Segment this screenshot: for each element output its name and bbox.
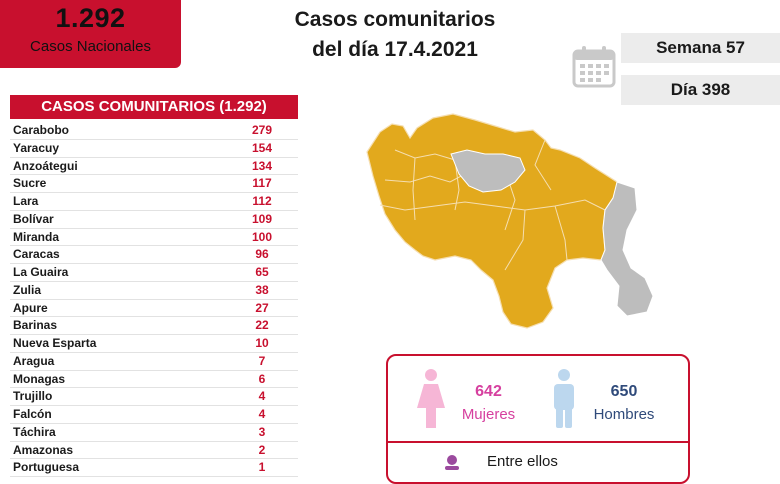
- state-name: Bolívar: [13, 211, 54, 226]
- state-cases: 6: [258, 371, 266, 386]
- gender-divider: [388, 441, 688, 443]
- national-cases-box: [0, 0, 181, 68]
- state-name: Falcón: [13, 407, 52, 421]
- table-row: Aragua 7: [10, 353, 298, 371]
- table-row: Yaracuy 154: [10, 140, 298, 158]
- state-cases: 109: [251, 211, 273, 226]
- state-cases: 1: [258, 460, 266, 475]
- state-name: Carabobo: [13, 123, 70, 137]
- male-person-icon: [554, 369, 574, 428]
- state-cases: 3: [258, 424, 266, 439]
- week-badge: Semana 57: [621, 33, 780, 63]
- venezuela-map: [366, 113, 654, 329]
- state-name: Aragua: [13, 353, 55, 368]
- state-cases: 27: [255, 300, 269, 315]
- female-count: 642: [475, 383, 502, 400]
- state-cases: 38: [255, 282, 269, 297]
- state-name: Zulia: [13, 282, 42, 297]
- state-name: Apure: [13, 300, 48, 315]
- table-row: Amazonas 2: [10, 442, 298, 460]
- state-name: Trujillo: [13, 389, 53, 404]
- page-title: Casos comunitarios: [294, 8, 496, 31]
- calendar-icon: [572, 46, 616, 88]
- state-name: Anzoátegui: [13, 158, 78, 173]
- state-cases: 22: [255, 318, 269, 333]
- state-cases: 96: [255, 247, 269, 262]
- table-row: Apure 27: [10, 300, 298, 318]
- state-cases: 2: [258, 442, 266, 457]
- state-cases: 65: [255, 265, 269, 279]
- page-date: del día 17.4.2021: [312, 38, 478, 61]
- cases-table: Carabobo 279 Yaracuy 154 Anzoátegui 134 Sucre 1…: [10, 122, 298, 477]
- state-name: Barinas: [13, 318, 58, 333]
- day-badge: Día 398: [621, 75, 780, 105]
- state-name: Portuguesa: [13, 460, 80, 475]
- male-label: Hombres: [593, 406, 655, 423]
- table-row: Portuguesa 1: [10, 459, 298, 477]
- state-cases: 7: [258, 353, 266, 368]
- national-cases-label: Casos Nacionales: [30, 38, 151, 55]
- table-row: Monagas 6: [10, 371, 298, 389]
- state-cases: 279: [251, 123, 273, 137]
- state-cases: 112: [252, 194, 272, 208]
- state-cases: 10: [255, 336, 269, 350]
- state-name: Lara: [13, 194, 39, 208]
- table-row: Falcón 4: [10, 406, 298, 424]
- map-region-no-cases-east: [600, 181, 654, 317]
- state-name: Amazonas: [13, 442, 74, 457]
- table-row: Miranda 100: [10, 229, 298, 247]
- table-header: CASOS COMUNITARIOS (1.292): [10, 95, 298, 119]
- person-icon: [445, 455, 459, 470]
- state-cases: 134: [251, 158, 273, 173]
- table-row: Nueva Esparta 10: [10, 335, 298, 353]
- table-row: Barinas 22: [10, 317, 298, 335]
- male-count: 650: [610, 383, 638, 400]
- table-row: Táchira 3: [10, 424, 298, 442]
- state-name: Yaracuy: [13, 140, 60, 155]
- table-row: La Guaira 65: [10, 264, 298, 282]
- table-row: Zulia 38: [10, 282, 298, 300]
- state-name: Miranda: [13, 229, 60, 244]
- state-name: Táchira: [13, 424, 56, 439]
- among-them-label: Entre ellos: [487, 453, 558, 470]
- table-row: Carabobo 279: [10, 122, 298, 140]
- state-name: La Guaira: [13, 265, 69, 279]
- table-row: Anzoátegui 134: [10, 158, 298, 176]
- state-name: Nueva Esparta: [13, 336, 97, 350]
- state-name: Caracas: [13, 247, 60, 262]
- female-person-icon: [417, 369, 445, 428]
- state-cases: 4: [258, 407, 266, 421]
- table-row: Lara 112: [10, 193, 298, 211]
- state-cases: 100: [251, 229, 273, 244]
- table-row: Bolívar 109: [10, 211, 298, 229]
- map-region-no-cases-center: [450, 149, 526, 193]
- map-region-cases: [366, 113, 624, 329]
- state-name: Monagas: [13, 371, 66, 386]
- state-cases: 117: [252, 176, 272, 191]
- table-row: Sucre 117: [10, 175, 298, 193]
- state-name: Sucre: [13, 176, 47, 191]
- table-row: Trujillo 4: [10, 388, 298, 406]
- state-cases: 154: [251, 140, 273, 155]
- female-label: Mujeres: [461, 406, 516, 423]
- table-row: Caracas 96: [10, 246, 298, 264]
- state-cases: 4: [258, 389, 266, 404]
- national-cases-count: 1.292: [55, 3, 126, 33]
